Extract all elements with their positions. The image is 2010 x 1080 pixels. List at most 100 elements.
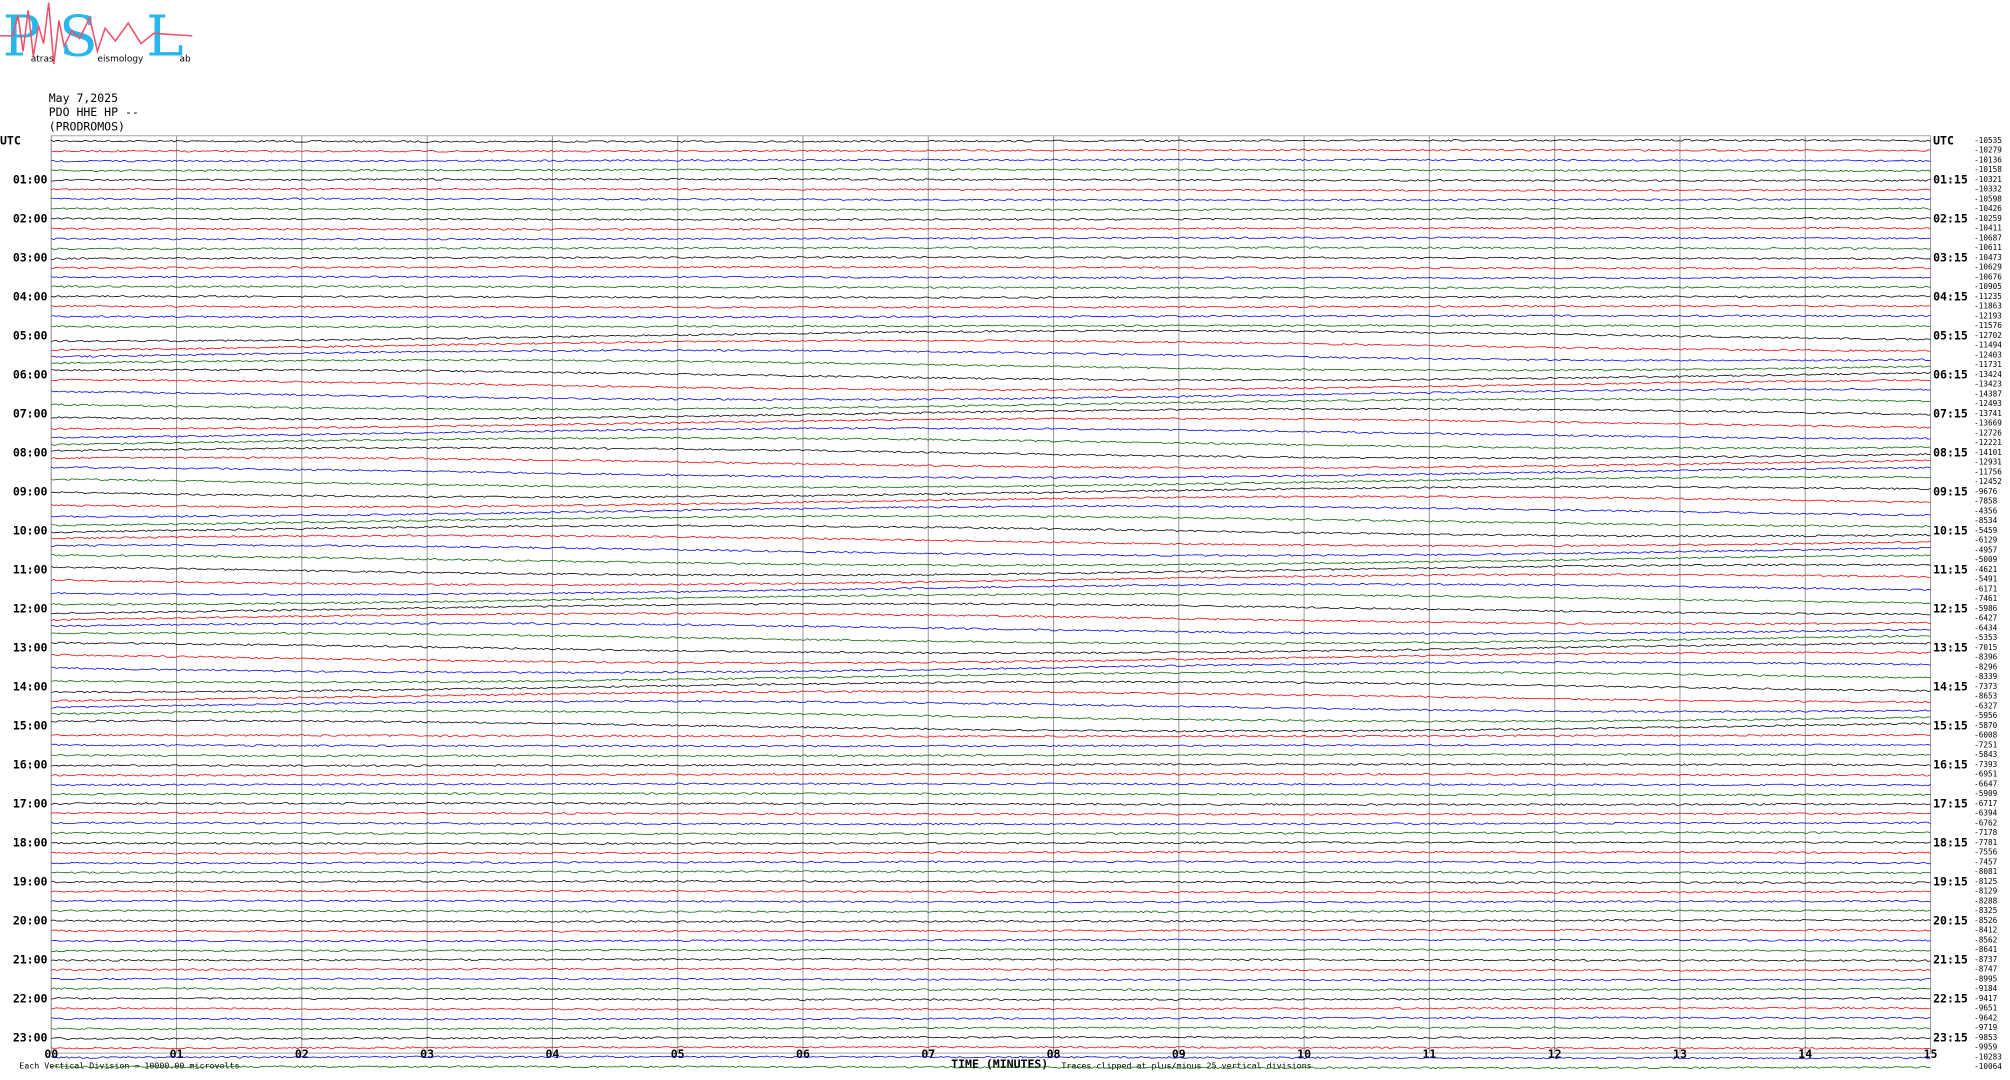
row-value: -11576 <box>1974 321 2002 330</box>
right-time-label: 20:15 <box>1933 913 1968 927</box>
row-value: -9719 <box>1974 1023 1997 1032</box>
row-value: -8747 <box>1974 965 1997 974</box>
trace <box>51 329 1931 343</box>
trace <box>51 641 1931 655</box>
trace <box>51 792 1931 797</box>
x-tick-label: 08 <box>1047 1047 1061 1061</box>
row-value: -10158 <box>1974 165 2002 174</box>
left-time-label: 19:00 <box>13 874 48 888</box>
row-value: -8526 <box>1974 916 1997 925</box>
trace <box>51 850 1931 855</box>
trace <box>51 534 1931 548</box>
row-value: -11731 <box>1974 360 2002 369</box>
row-value: -7015 <box>1974 643 1997 652</box>
row-value: -8325 <box>1974 906 1997 915</box>
trace <box>51 177 1931 182</box>
right-time-label: 21:15 <box>1933 952 1968 966</box>
trace <box>51 680 1931 694</box>
row-value: -6434 <box>1974 623 1997 632</box>
x-tick-label: 11 <box>1422 1047 1436 1061</box>
left-time-label: 22:00 <box>13 991 48 1005</box>
trace <box>51 314 1931 319</box>
row-value: -5986 <box>1974 604 1997 613</box>
row-value: -8396 <box>1974 653 1997 662</box>
x-tick-label: 15 <box>1924 1047 1938 1061</box>
trace <box>51 709 1931 723</box>
row-value: -11756 <box>1974 467 2002 476</box>
left-time-label: 09:00 <box>13 484 48 498</box>
trace <box>51 831 1931 836</box>
row-value: -5009 <box>1974 555 1997 564</box>
trace <box>51 407 1931 421</box>
trace <box>51 987 1931 992</box>
trace <box>51 368 1931 382</box>
trace <box>51 524 1931 538</box>
trace <box>51 505 1931 518</box>
trace <box>51 928 1931 933</box>
trace <box>51 427 1931 440</box>
row-value: -11863 <box>1974 302 2002 311</box>
row-value: -10321 <box>1974 175 2002 184</box>
left-time-label: 21:00 <box>13 952 48 966</box>
trace <box>51 592 1931 606</box>
trace <box>51 821 1931 826</box>
right-time-label: 08:15 <box>1933 445 1968 459</box>
trace <box>51 1045 1931 1050</box>
trace <box>51 631 1931 645</box>
row-value: -8412 <box>1974 926 1997 935</box>
trace <box>51 841 1931 845</box>
trace <box>51 514 1931 528</box>
row-value: -13424 <box>1974 370 2002 379</box>
row-value: -13423 <box>1974 380 2002 389</box>
trace <box>51 275 1931 280</box>
row-value: -5353 <box>1974 633 1997 642</box>
trace <box>51 772 1931 777</box>
right-time-label: 01:15 <box>1933 172 1968 186</box>
left-time-label: 15:00 <box>13 718 48 732</box>
trace <box>51 148 1931 153</box>
row-value: -7393 <box>1974 760 1997 769</box>
trace <box>51 870 1931 875</box>
row-value: -9184 <box>1974 984 1997 993</box>
x-tick-label: 04 <box>545 1047 559 1061</box>
trace <box>51 1006 1931 1011</box>
trace <box>51 436 1931 450</box>
left-time-label: 17:00 <box>13 796 48 810</box>
left-time-label: 12:00 <box>13 601 48 615</box>
right-time-label: 11:15 <box>1933 562 1968 576</box>
x-tick-label: 10 <box>1297 1047 1311 1061</box>
scale-note: Each Vertical Division = 10000.00 microv… <box>19 1060 239 1070</box>
trace <box>51 782 1931 787</box>
row-value: -10426 <box>1974 204 2002 213</box>
right-time-label: 06:15 <box>1933 367 1968 381</box>
left-time-label: 16:00 <box>13 757 48 771</box>
right-time-label: 15:15 <box>1933 718 1968 732</box>
left-time-label: 03:00 <box>13 250 48 264</box>
row-value: -13741 <box>1974 409 2002 418</box>
right-time-label: 23:15 <box>1933 1030 1968 1044</box>
trace <box>51 388 1931 401</box>
right-time-label: 22:15 <box>1933 991 1968 1005</box>
row-value: -6717 <box>1974 799 1997 808</box>
row-value: -12221 <box>1974 438 2002 447</box>
row-value: -9959 <box>1974 1043 1997 1052</box>
trace <box>51 763 1931 767</box>
trace <box>51 236 1931 241</box>
row-value: -8534 <box>1974 516 1997 525</box>
row-value: -6762 <box>1974 818 1997 827</box>
row-value: -8562 <box>1974 935 1997 944</box>
trace <box>51 207 1931 212</box>
x-tick-label: 03 <box>420 1047 434 1061</box>
row-value: -8653 <box>1974 692 1997 701</box>
trace <box>51 226 1931 231</box>
trace <box>51 690 1931 704</box>
right-time-label: 02:15 <box>1933 211 1968 225</box>
row-value: -5843 <box>1974 750 1997 759</box>
trace <box>51 938 1931 943</box>
row-value: -10064 <box>1974 1062 2002 1071</box>
trace <box>51 544 1931 557</box>
row-value: -8737 <box>1974 955 1997 964</box>
right-time-label: 17:15 <box>1933 796 1968 810</box>
left-time-label: 02:00 <box>13 211 48 225</box>
